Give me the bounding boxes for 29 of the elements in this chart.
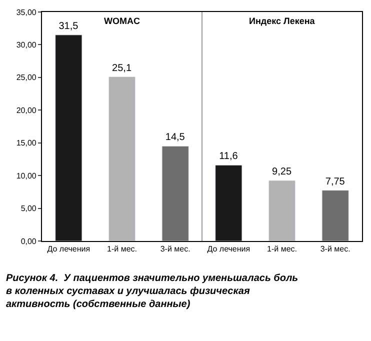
x-tick-label: 3-й мес. xyxy=(160,244,190,254)
bar xyxy=(55,34,82,241)
annotation: WOMAC xyxy=(104,16,140,26)
bar xyxy=(162,146,189,241)
data-label: 7,75 xyxy=(325,176,346,188)
x-tick-label: 1-й мес. xyxy=(107,244,137,254)
y-tick-label: 5,00 xyxy=(20,204,37,214)
y-tick-label: 10,00 xyxy=(16,171,37,180)
annotation: Индекс Лекена xyxy=(249,16,316,26)
x-tick-label: До лечения xyxy=(207,244,250,254)
data-label: 9,25 xyxy=(272,166,292,178)
x-tick-label: До лечения xyxy=(47,244,90,254)
y-tick-label: 20,00 xyxy=(16,106,37,115)
y-tick-label: 25,00 xyxy=(16,73,37,82)
data-label: 31,5 xyxy=(58,20,79,32)
x-tick-label: 3-й мес. xyxy=(320,244,350,254)
data-label: 25,1 xyxy=(112,62,132,74)
y-tick-label: 35,00 xyxy=(16,8,37,17)
y-tick-label: 15,00 xyxy=(16,138,37,148)
y-tick-label: 0,00 xyxy=(20,236,37,246)
y-tick-label: 30,00 xyxy=(16,40,37,50)
data-label: 14,5 xyxy=(165,132,186,144)
bar xyxy=(108,76,136,241)
bar xyxy=(215,164,242,241)
bar xyxy=(322,190,349,241)
bar xyxy=(268,180,296,241)
x-tick-label: 1-й мес. xyxy=(267,244,297,254)
data-label: 11,6 xyxy=(219,151,238,162)
text: Рисунок 4. У пациентов значительно уменьшалась боль в коленных суставах и улучшалась физическая активность (собственные данные) xyxy=(6,273,298,310)
